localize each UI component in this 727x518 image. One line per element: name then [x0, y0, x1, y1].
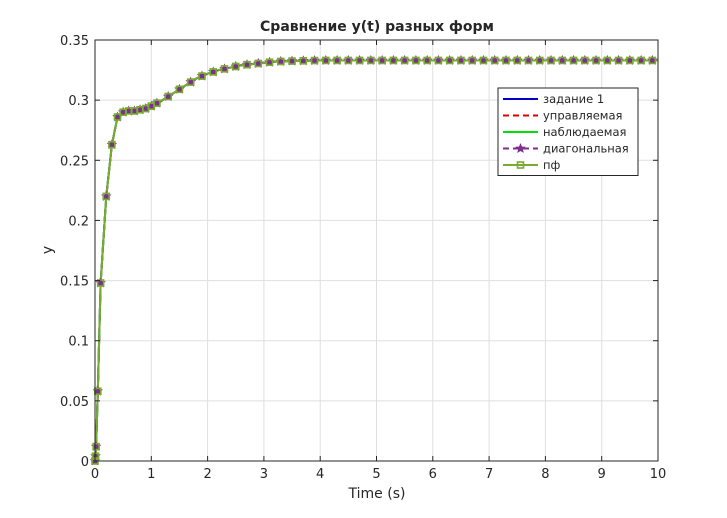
x-tick-label: 7 — [485, 467, 493, 482]
data-point — [209, 68, 218, 76]
data-point — [344, 56, 353, 65]
data-point — [164, 92, 172, 101]
y-tick-label: 0.05 — [60, 395, 89, 410]
legend-item: управляемая — [503, 109, 622, 123]
data-point — [592, 56, 600, 65]
y-tick-label: 0.35 — [60, 34, 89, 49]
data-point — [186, 78, 195, 86]
x-tick-label: 1 — [147, 467, 155, 482]
x-tick-label: 6 — [429, 467, 437, 482]
legend-label: диагональная — [543, 142, 629, 156]
data-point — [310, 56, 319, 65]
data-point — [434, 56, 443, 65]
data-point — [581, 56, 589, 65]
data-point — [457, 56, 465, 65]
data-point — [558, 56, 567, 65]
data-point — [535, 56, 544, 65]
legend: задание 1 управляемая наблюдаемая диагональ… — [497, 87, 639, 176]
legend-label: наблюдаемая — [543, 125, 626, 139]
data-point — [524, 56, 533, 65]
data-point — [198, 72, 206, 80]
y-tick-label: 0.1 — [68, 335, 89, 350]
x-tick-labels: 0 1 2 3 4 5 6 7 8 9 10 — [91, 467, 666, 482]
data-point — [333, 56, 341, 65]
data-point — [547, 56, 555, 65]
legend-item: диагональная — [503, 142, 629, 156]
legend-marker — [516, 161, 525, 169]
data-point — [299, 57, 308, 65]
legend-item: пф — [503, 158, 561, 172]
data-point — [355, 56, 364, 65]
data-point — [412, 56, 420, 65]
y-axis-label: y — [40, 246, 56, 254]
data-point — [322, 56, 330, 65]
y-tick-label: 0.3 — [68, 94, 89, 109]
data-point — [468, 56, 477, 65]
x-axis-label: Time (s) — [348, 486, 406, 502]
legend-item: задание 1 — [503, 92, 604, 106]
x-tick-label: 8 — [541, 467, 549, 482]
x-tick-label: 3 — [260, 467, 268, 482]
data-point — [400, 56, 409, 65]
data-point — [276, 57, 285, 66]
data-point — [113, 113, 122, 121]
data-point — [288, 57, 296, 65]
data-point — [175, 85, 184, 94]
data-point — [92, 442, 100, 451]
data-point — [479, 56, 488, 65]
data-point — [626, 56, 634, 65]
legend-label: задание 1 — [543, 92, 604, 106]
data-point — [153, 99, 161, 107]
data-point — [513, 56, 522, 65]
y-tick-label: 0.2 — [68, 214, 89, 229]
data-point — [378, 56, 386, 65]
x-tick-label: 10 — [650, 467, 667, 482]
data-point — [445, 56, 454, 65]
chart-title: Сравнение y(t) разных форм — [260, 19, 494, 35]
data-point — [96, 279, 105, 287]
data-point — [220, 65, 229, 73]
tick-marks — [94, 39, 659, 462]
legend-label: управляемая — [543, 109, 622, 123]
x-tick-label: 4 — [316, 467, 324, 482]
legend-label: пф — [543, 158, 561, 172]
data-point — [91, 452, 100, 460]
data-point — [502, 56, 510, 65]
data-point — [637, 56, 645, 65]
data-point — [243, 60, 251, 69]
legend-item: наблюдаемая — [503, 125, 626, 139]
data-point — [254, 59, 263, 68]
x-tick-label: 9 — [598, 467, 606, 482]
data-point — [569, 56, 578, 65]
x-tick-label: 5 — [372, 467, 380, 482]
data-point — [603, 56, 612, 65]
y-tick-label: 0.25 — [60, 154, 89, 169]
data-point — [265, 58, 274, 67]
data-point — [648, 56, 657, 65]
data-point — [423, 56, 431, 65]
data-point — [389, 56, 398, 65]
data-point — [614, 56, 623, 65]
y-tick-label: 0 — [81, 455, 89, 470]
data-point — [102, 192, 111, 201]
y-tick-labels: 0 0.05 0.1 0.15 0.2 0.25 0.3 0.35 — [60, 34, 89, 470]
data-point — [108, 140, 116, 149]
legend-marker — [515, 142, 526, 153]
data-point — [490, 56, 499, 65]
x-tick-label: 0 — [91, 467, 99, 482]
y-tick-label: 0.15 — [60, 275, 89, 290]
x-tick-label: 2 — [203, 467, 211, 482]
data-point — [231, 62, 240, 71]
data-point — [367, 56, 375, 65]
